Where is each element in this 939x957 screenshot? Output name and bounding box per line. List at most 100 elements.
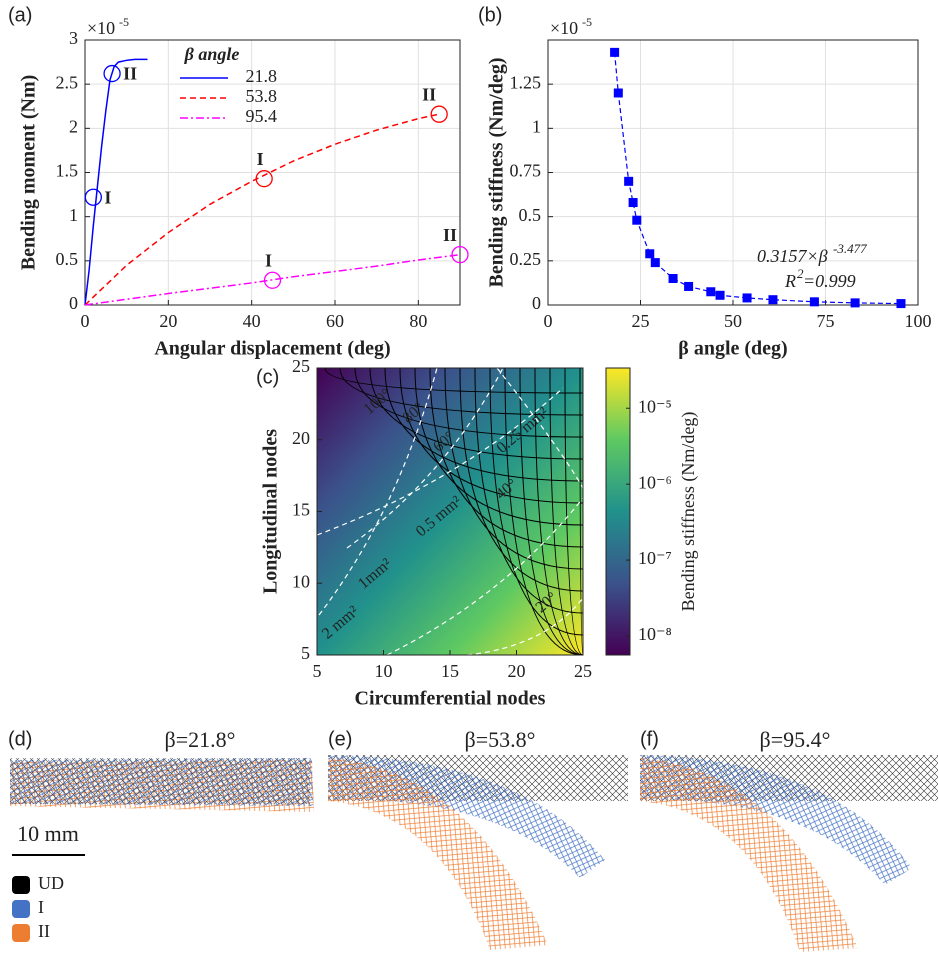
y-tick-label: 10 <box>292 571 310 591</box>
x-tick-label: 0 <box>544 311 553 331</box>
data-point <box>716 291 725 300</box>
stent-title: β=21.8° <box>165 727 236 752</box>
stent-title: β=95.4° <box>760 727 831 752</box>
x-tick-label: 5 <box>313 661 322 681</box>
data-point <box>706 287 715 296</box>
y-axis-label: Bending stiffness (Nm/deg) <box>486 57 508 287</box>
y-tick-label: 0.75 <box>510 161 542 181</box>
y-tick-label: 0 <box>532 293 541 313</box>
y-tick-label: 1.5 <box>56 161 79 181</box>
legend-title: β angle <box>184 44 240 64</box>
x-tick-label: 60 <box>326 311 344 331</box>
data-point <box>768 295 777 304</box>
point-marker <box>85 189 101 205</box>
y-tick-label: 1 <box>532 116 541 136</box>
panel-label: (d) <box>8 728 32 750</box>
annotation: I <box>104 187 111 207</box>
panel-label: (f) <box>640 728 659 750</box>
y-tick-label: 0 <box>69 293 78 313</box>
scale-bar-label: 10 mm <box>17 821 79 846</box>
x-tick-label: 10 <box>375 661 393 681</box>
colorbar <box>606 368 630 655</box>
x-tick-label: 75 <box>817 311 835 331</box>
x-axis-label: Circumferential nodes <box>355 688 546 710</box>
y-tick-label: 0.5 <box>519 205 542 225</box>
legend-label: I <box>38 897 44 917</box>
y-tick-label: 5 <box>301 643 310 663</box>
annotation: I <box>257 149 264 169</box>
y-tick-label: 2.5 <box>56 72 79 92</box>
x-axis-label: β angle (deg) <box>678 338 787 360</box>
stent-title: β=53.8° <box>465 727 536 752</box>
x-tick-label: 25 <box>574 661 592 681</box>
annotation: II <box>422 84 436 104</box>
x-tick-label: 25 <box>632 311 650 331</box>
data-point <box>684 282 693 291</box>
colorbar-tick-label: 10⁻⁷ <box>638 548 672 568</box>
axis-multiplier: ×10 <box>550 18 578 38</box>
panel-label: (e) <box>328 728 352 750</box>
x-tick-label: 20 <box>159 311 177 331</box>
y-tick-label: 1 <box>69 205 78 225</box>
colorbar-label: Bending stiffness (Nm/deg) <box>678 412 699 612</box>
panel-label: (b) <box>478 4 502 26</box>
annotation: II <box>123 64 137 84</box>
y-tick-label: 15 <box>292 500 310 520</box>
x-tick-label: 20 <box>508 661 526 681</box>
y-axis-label: Longitudinal nodes <box>260 429 282 594</box>
line <box>85 255 460 305</box>
legend-label: UD <box>38 873 64 893</box>
y-axis-label: Bending moment (Nm) <box>18 75 40 271</box>
stent-d <box>10 758 314 812</box>
colorbar-tick-label: 10⁻⁸ <box>638 624 672 644</box>
figure: (a) (b) (c) (d) (e) (f) β=21.8° β=53.8° … <box>0 0 939 957</box>
data-point <box>851 298 860 307</box>
fit-equation-exponent: -3.477 <box>833 241 867 256</box>
data-point <box>629 198 638 207</box>
data-point <box>645 249 654 258</box>
data-point <box>669 274 678 283</box>
data-point <box>632 216 641 225</box>
x-axis-label: Angular displacement (deg) <box>154 338 390 360</box>
y-tick-label: 0.25 <box>510 249 542 269</box>
legend-swatch <box>12 924 30 942</box>
legend-label: 53.8 <box>246 86 278 106</box>
x-tick-label: 15 <box>441 661 459 681</box>
point-marker <box>431 106 447 122</box>
y-tick-label: 0.5 <box>56 249 79 269</box>
y-tick-label: 20 <box>292 428 310 448</box>
x-tick-label: 50 <box>724 311 742 331</box>
y-tick-label: 25 <box>292 356 310 376</box>
legend-swatch <box>12 900 30 918</box>
data-point <box>614 89 623 98</box>
panel-label: (a) <box>8 4 32 26</box>
y-tick-label: 1.25 <box>510 72 542 92</box>
data-point <box>651 258 660 267</box>
data-point <box>624 177 633 186</box>
data-point <box>610 48 619 57</box>
legend-label: 95.4 <box>246 106 278 126</box>
stent-e <box>328 755 628 950</box>
x-tick-label: 100 <box>905 311 932 331</box>
axis-multiplier: ×10 <box>87 18 115 38</box>
y-tick-label: 3 <box>69 28 78 48</box>
fit-r2-value: =0.999 <box>803 271 856 291</box>
axis-multiplier-exponent: -5 <box>119 15 129 29</box>
colorbar-tick-label: 10⁻⁵ <box>638 396 672 416</box>
annotation: I <box>265 250 272 270</box>
y-tick-label: 2 <box>69 116 78 136</box>
legend-label: II <box>38 921 50 941</box>
x-tick-label: 40 <box>243 311 261 331</box>
line <box>85 114 439 305</box>
data-point <box>810 297 819 306</box>
data-point <box>743 293 752 302</box>
stent-f <box>640 755 938 952</box>
fit-r2: R <box>784 271 796 291</box>
colorbar-tick-label: 10⁻⁶ <box>638 472 672 492</box>
axis-multiplier-exponent: -5 <box>582 15 592 29</box>
panel-label: (c) <box>256 366 279 388</box>
legend-label: 21.8 <box>246 66 278 86</box>
x-tick-label: 0 <box>81 311 90 331</box>
x-tick-label: 80 <box>409 311 427 331</box>
fit-equation: 0.3157×β <box>757 246 828 266</box>
